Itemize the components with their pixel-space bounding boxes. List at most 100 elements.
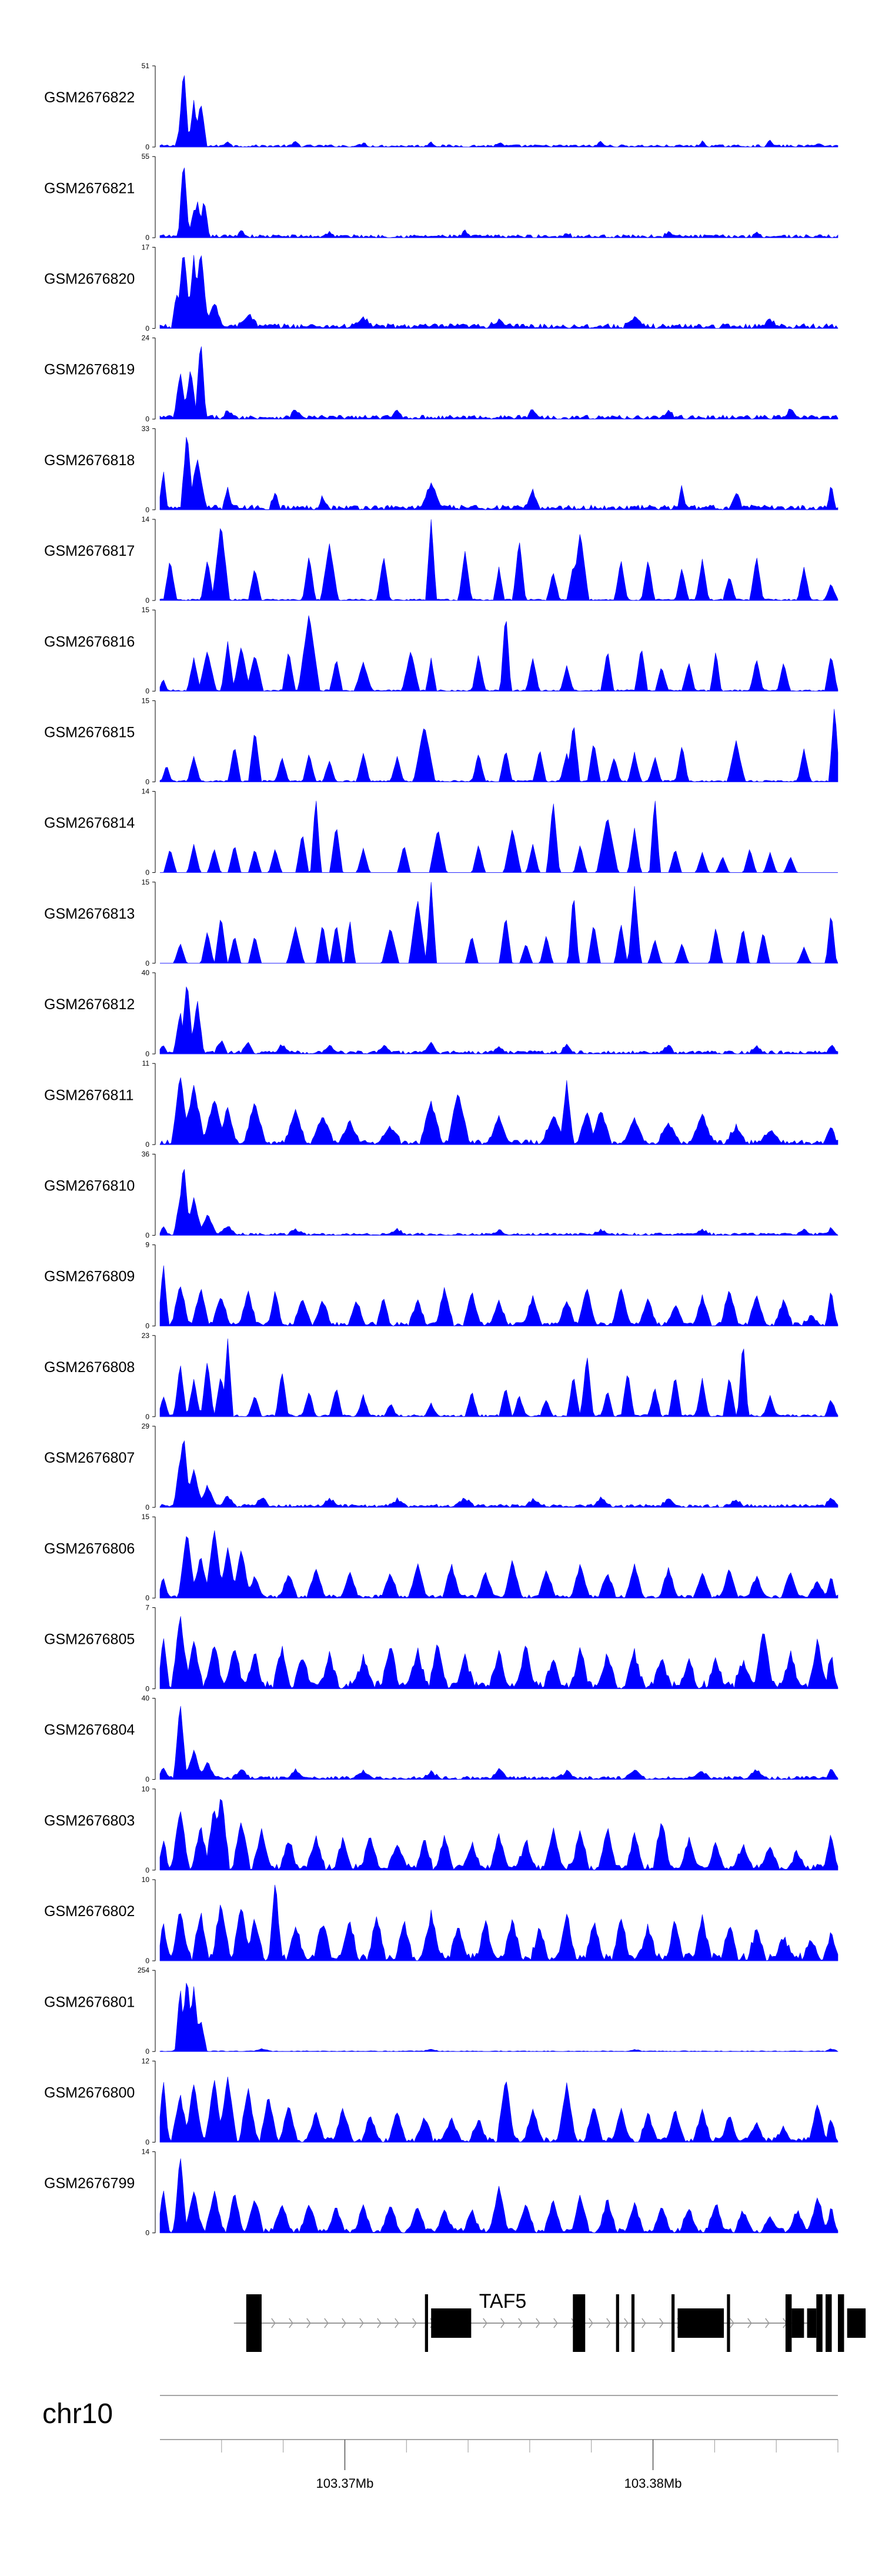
coverage-area — [159, 1616, 838, 1689]
coverage-track: GSM2676803 10 0 — [44, 1785, 838, 1874]
track-ymin-label: 0 — [145, 1413, 149, 1421]
coverage-area — [159, 1706, 838, 1780]
coverage-area — [159, 1530, 838, 1599]
coverage-area — [160, 882, 838, 964]
gene-exon — [431, 2308, 472, 2338]
coverage-track: GSM2676800 12 0 — [44, 2057, 838, 2146]
track-ymin-label: 0 — [145, 1322, 149, 1330]
track-sample-label: GSM2676813 — [44, 906, 135, 922]
track-sample-label: GSM2676818 — [44, 452, 135, 469]
strand-arrow — [359, 2318, 364, 2328]
coverage-area — [159, 1169, 838, 1236]
strand-arrow — [553, 2318, 558, 2328]
coverage-area — [159, 2158, 838, 2234]
track-ymax-label: 14 — [142, 2148, 150, 2156]
track-sample-label: GSM2676810 — [44, 1178, 135, 1194]
gene-exon — [727, 2294, 730, 2352]
track-sample-label: GSM2676820 — [44, 271, 135, 288]
track-ymax-label: 14 — [142, 515, 150, 523]
coverage-track: GSM2676805 7 0 — [44, 1603, 838, 1693]
track-sample-label: GSM2676812 — [44, 996, 135, 1013]
track-sample-label: GSM2676806 — [44, 1540, 135, 1557]
strand-arrow — [377, 2318, 382, 2328]
gene-exon — [847, 2308, 866, 2338]
track-ymin-label: 0 — [145, 778, 149, 786]
gene-exon — [677, 2308, 724, 2338]
coverage-track: GSM2676816 15 0 — [44, 606, 838, 695]
strand-arrow — [289, 2318, 293, 2328]
track-ymax-label: 7 — [145, 1603, 149, 1611]
strand-arrow — [624, 2318, 629, 2328]
gene-name-label: TAF5 — [479, 2290, 527, 2313]
coverage-area — [159, 75, 838, 148]
track-ymin-label: 0 — [145, 596, 149, 605]
coverage-area — [160, 800, 838, 873]
track-ymin-label: 0 — [145, 1957, 149, 1965]
strand-arrow — [730, 2318, 734, 2328]
track-ymax-label: 51 — [142, 62, 150, 70]
coverage-track: GSM2676813 15 0 — [44, 878, 838, 967]
track-ymin-label: 0 — [145, 1594, 149, 1602]
gene-exon — [671, 2294, 675, 2352]
coverage-track: GSM2676809 9 0 — [44, 1241, 838, 1330]
strand-arrow — [412, 2318, 417, 2328]
coverage-track: GSM2676822 51 0 — [44, 62, 838, 151]
strand-arrow — [765, 2318, 770, 2328]
track-ymin-label: 0 — [145, 869, 149, 877]
coverage-area — [159, 2077, 838, 2143]
gene-exon — [791, 2308, 804, 2338]
coverage-track: GSM2676812 40 0 — [44, 969, 838, 1058]
track-ymax-label: 33 — [142, 425, 150, 433]
track-ymin-label: 0 — [145, 1776, 149, 1784]
coverage-area — [159, 1440, 838, 1508]
track-ymax-label: 17 — [142, 243, 150, 251]
coverage-track: GSM2676817 14 0 — [44, 515, 838, 605]
track-ymax-label: 9 — [145, 1241, 149, 1249]
gene-exon — [616, 2294, 619, 2352]
gene-exon — [838, 2294, 844, 2352]
track-sample-label: GSM2676800 — [44, 2085, 135, 2101]
coverage-area — [159, 986, 838, 1055]
chromosome-label: chr10 — [42, 2398, 113, 2430]
track-ymin-label: 0 — [145, 1231, 149, 1239]
track-ymax-label: 15 — [142, 696, 150, 705]
strand-arrow — [324, 2318, 329, 2328]
track-ymax-label: 36 — [142, 1150, 150, 1158]
track-sample-label: GSM2676815 — [44, 725, 135, 741]
track-ymax-label: 24 — [142, 334, 150, 342]
coverage-area — [159, 437, 838, 510]
track-ymin-label: 0 — [145, 2138, 149, 2146]
coverage-track: GSM2676801 254 0 — [44, 1966, 838, 2056]
track-ymax-label: 10 — [142, 1785, 150, 1793]
strand-arrow — [518, 2318, 523, 2328]
track-sample-label: GSM2676799 — [44, 2175, 135, 2192]
coverage-area — [159, 1265, 838, 1327]
coverage-area — [159, 1077, 838, 1145]
coverage-area — [159, 709, 838, 782]
track-ymax-label: 23 — [142, 1332, 150, 1340]
track-sample-label: GSM2676802 — [44, 1903, 135, 1920]
gene-exon — [425, 2294, 428, 2352]
track-ymax-label: 40 — [142, 1694, 150, 1703]
coverage-track: GSM2676818 33 0 — [44, 425, 838, 514]
track-ymax-label: 55 — [142, 152, 150, 161]
track-ymax-label: 29 — [142, 1422, 150, 1430]
coverage-area — [159, 519, 838, 601]
track-sample-label: GSM2676808 — [44, 1359, 135, 1376]
track-ymin-label: 0 — [145, 143, 149, 151]
track-ymax-label: 40 — [142, 969, 150, 977]
track-ymax-label: 11 — [142, 1059, 150, 1067]
track-sample-label: GSM2676803 — [44, 1813, 135, 1829]
track-ymin-label: 0 — [145, 415, 149, 423]
track-ymin-label: 0 — [145, 1866, 149, 1874]
coverage-area — [159, 615, 838, 692]
track-sample-label: GSM2676822 — [44, 89, 135, 106]
track-sample-label: GSM2676821 — [44, 180, 135, 196]
coverage-area — [159, 1338, 838, 1417]
strand-arrow — [395, 2318, 399, 2328]
gene-model: TAF5 — [233, 2290, 866, 2352]
genome-axis: chr10 103.37Mb 103.38Mb — [42, 2395, 838, 2491]
track-sample-label: GSM2676814 — [44, 815, 135, 832]
track-sample-label: GSM2676809 — [44, 1269, 135, 1285]
strand-arrow — [606, 2318, 611, 2328]
